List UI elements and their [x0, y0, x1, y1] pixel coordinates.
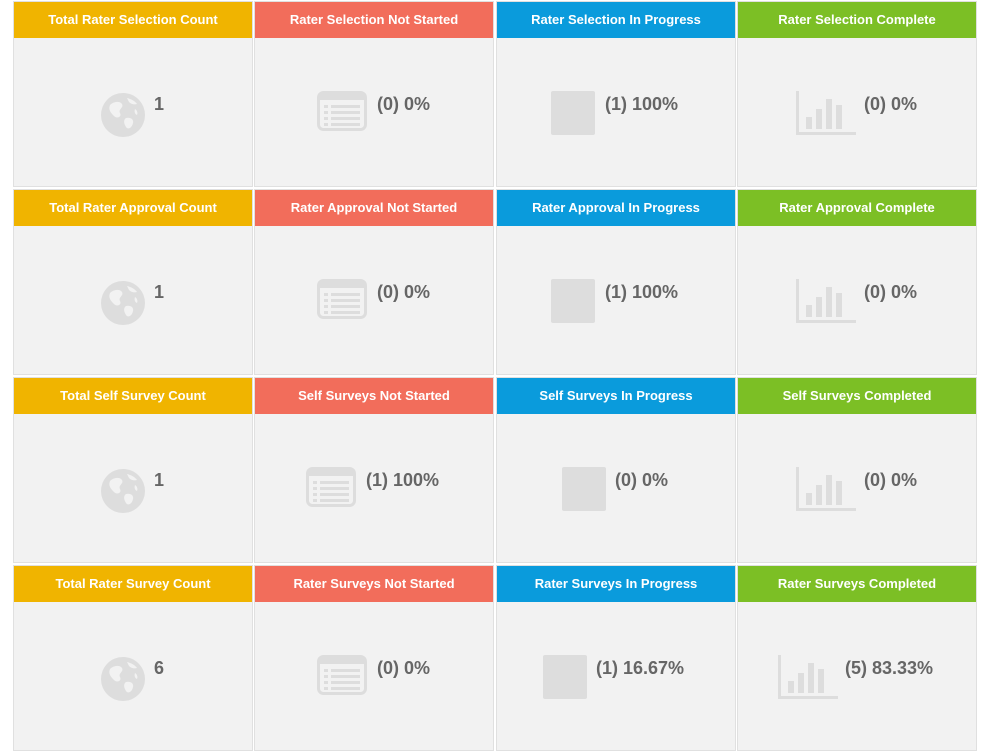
tile-value: (0) 0%	[377, 94, 431, 114]
tile-rater-selection-in-progress[interactable]: Rater Selection In Progress (1) 100%	[496, 1, 736, 187]
tile-body: (1) 100%	[497, 38, 735, 186]
dashboard-grid: Total Rater Selection Count 1 Rater Selec…	[13, 1, 979, 752]
tile-title: Self Surveys In Progress	[497, 378, 735, 414]
tile-body: (0) 0%	[738, 414, 976, 562]
globe-icon	[100, 280, 146, 326]
tile-title: Total Rater Selection Count	[14, 2, 252, 38]
tile-title: Rater Selection Complete	[738, 2, 976, 38]
tile-rater-approval-complete[interactable]: Rater Approval Complete (0) 0%	[737, 189, 977, 375]
tile-value: 6	[154, 658, 165, 678]
tile-body: (0) 0%	[255, 38, 493, 186]
tile-rater-survey-complete[interactable]: Rater Surveys Completed (5) 83.33%	[737, 565, 977, 751]
tile-value: 1	[154, 282, 165, 302]
tile-title: Rater Surveys Completed	[738, 566, 976, 602]
tile-rater-survey-total[interactable]: Total Rater Survey Count 6	[13, 565, 253, 751]
square-icon	[551, 279, 595, 323]
tile-title: Rater Approval Not Started	[255, 190, 493, 226]
tile-body: (0) 0%	[738, 38, 976, 186]
list-icon	[306, 467, 356, 507]
tile-rater-approval-not-started[interactable]: Rater Approval Not Started (0) 0%	[254, 189, 494, 375]
tile-body: (0) 0%	[738, 226, 976, 374]
tile-title: Rater Surveys Not Started	[255, 566, 493, 602]
tile-self-survey-total[interactable]: Total Self Survey Count 1	[13, 377, 253, 563]
tile-rater-survey-in-progress[interactable]: Rater Surveys In Progress (1) 16.67%	[496, 565, 736, 751]
tile-title: Total Rater Survey Count	[14, 566, 252, 602]
tile-value: (0) 0%	[864, 282, 918, 302]
tile-title: Rater Selection In Progress	[497, 2, 735, 38]
tile-rater-selection-not-started[interactable]: Rater Selection Not Started (0) 0%	[254, 1, 494, 187]
tile-body: 1	[14, 226, 252, 374]
tile-value: (1) 100%	[366, 470, 440, 490]
tile-title: Self Surveys Not Started	[255, 378, 493, 414]
tile-value: (0) 0%	[864, 470, 918, 490]
tile-value: (1) 16.67%	[596, 658, 685, 678]
tile-value: (0) 0%	[377, 282, 431, 302]
square-icon	[551, 91, 595, 135]
tile-self-survey-in-progress[interactable]: Self Surveys In Progress (0) 0%	[496, 377, 736, 563]
tile-self-survey-complete[interactable]: Self Surveys Completed (0) 0%	[737, 377, 977, 563]
bar-chart-icon	[778, 655, 838, 699]
tile-body: 1	[14, 414, 252, 562]
globe-icon	[100, 468, 146, 514]
tile-self-survey-not-started[interactable]: Self Surveys Not Started (1) 100%	[254, 377, 494, 563]
list-icon	[317, 91, 367, 131]
tile-value: (0) 0%	[864, 94, 918, 114]
tile-title: Rater Approval In Progress	[497, 190, 735, 226]
tile-body: 1	[14, 38, 252, 186]
tile-value: (0) 0%	[377, 658, 431, 678]
tile-rater-selection-total[interactable]: Total Rater Selection Count 1	[13, 1, 253, 187]
tile-rater-survey-not-started[interactable]: Rater Surveys Not Started (0) 0%	[254, 565, 494, 751]
tile-title: Total Self Survey Count	[14, 378, 252, 414]
globe-icon	[100, 656, 146, 702]
tile-body: (5) 83.33%	[738, 602, 976, 750]
tile-body: (1) 100%	[255, 414, 493, 562]
tile-value: (5) 83.33%	[845, 658, 934, 678]
tile-rater-approval-total[interactable]: Total Rater Approval Count 1	[13, 189, 253, 375]
bar-chart-icon	[796, 91, 856, 135]
bar-chart-icon	[796, 279, 856, 323]
tile-body: 6	[14, 602, 252, 750]
tile-value: (1) 100%	[605, 282, 679, 302]
tile-rater-approval-in-progress[interactable]: Rater Approval In Progress (1) 100%	[496, 189, 736, 375]
tile-title: Rater Surveys In Progress	[497, 566, 735, 602]
list-icon	[317, 655, 367, 695]
tile-body: (0) 0%	[255, 602, 493, 750]
tile-value: (0) 0%	[615, 470, 669, 490]
tile-value: (1) 100%	[605, 94, 679, 114]
tile-value: 1	[154, 470, 165, 490]
tile-body: (1) 16.67%	[497, 602, 735, 750]
tile-body: (0) 0%	[255, 226, 493, 374]
list-icon	[317, 279, 367, 319]
tile-title: Rater Approval Complete	[738, 190, 976, 226]
bar-chart-icon	[796, 467, 856, 511]
tile-title: Rater Selection Not Started	[255, 2, 493, 38]
tile-value: 1	[154, 94, 165, 114]
tile-body: (1) 100%	[497, 226, 735, 374]
square-icon	[543, 655, 587, 699]
tile-body: (0) 0%	[497, 414, 735, 562]
tile-rater-selection-complete[interactable]: Rater Selection Complete (0) 0%	[737, 1, 977, 187]
tile-title: Self Surveys Completed	[738, 378, 976, 414]
tile-title: Total Rater Approval Count	[14, 190, 252, 226]
square-icon	[562, 467, 606, 511]
globe-icon	[100, 92, 146, 138]
